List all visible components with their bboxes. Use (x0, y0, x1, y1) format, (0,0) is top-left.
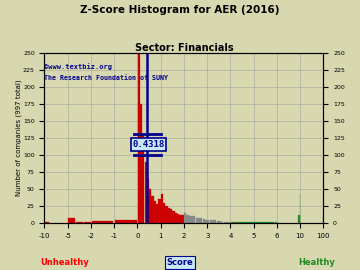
Bar (182, 215, 184, 223)
Bar (175, 213, 177, 223)
Bar (226, 222, 228, 223)
Bar (256, 222, 258, 223)
Bar (149, 189, 151, 223)
Bar (115, 220, 136, 223)
Bar (240, 222, 242, 223)
Bar (242, 222, 244, 223)
Bar (191, 216, 193, 223)
Bar (156, 204, 158, 223)
Bar (261, 222, 263, 223)
Bar (207, 220, 210, 223)
Title: Sector: Financials: Sector: Financials (135, 43, 233, 53)
Bar (92, 221, 113, 223)
Bar (76, 222, 83, 223)
Bar (179, 215, 181, 223)
Bar (168, 208, 170, 223)
Text: The Research Foundation of SUNY: The Research Foundation of SUNY (45, 75, 168, 80)
Bar (166, 206, 168, 223)
Bar (154, 201, 156, 223)
Bar (147, 179, 149, 223)
Bar (84, 222, 91, 223)
Bar (144, 162, 147, 223)
Bar (186, 215, 189, 223)
Bar (158, 199, 161, 223)
Bar (258, 222, 261, 223)
Bar (140, 104, 142, 223)
Bar (270, 222, 272, 223)
Text: Unhealthy: Unhealthy (40, 258, 89, 266)
Bar (163, 202, 165, 223)
Bar (230, 222, 233, 223)
Bar (198, 218, 200, 223)
Bar (142, 134, 144, 223)
Bar (251, 222, 253, 223)
Y-axis label: Number of companies (997 total): Number of companies (997 total) (15, 80, 22, 196)
Bar (263, 222, 265, 223)
Bar (170, 210, 172, 223)
Bar (45, 222, 49, 223)
Bar (224, 222, 226, 223)
Bar (184, 213, 186, 223)
Bar (228, 222, 230, 223)
Bar (275, 222, 277, 223)
Bar (273, 222, 274, 223)
Bar (212, 220, 214, 223)
Bar (249, 222, 251, 223)
Text: Z-Score Histogram for AER (2016): Z-Score Histogram for AER (2016) (80, 5, 280, 15)
Bar (68, 218, 75, 223)
Bar (238, 222, 240, 223)
Bar (189, 215, 191, 223)
Bar (200, 218, 202, 223)
Bar (152, 196, 154, 223)
Bar (177, 214, 179, 223)
Bar (235, 222, 237, 223)
Bar (268, 222, 270, 223)
Bar (203, 219, 205, 223)
Text: Healthy: Healthy (298, 258, 335, 266)
Bar (254, 222, 256, 223)
Bar (244, 222, 247, 223)
Text: 0.4318: 0.4318 (132, 140, 165, 149)
Bar (193, 216, 195, 223)
Bar (214, 220, 216, 223)
Bar (172, 211, 175, 223)
Bar (217, 221, 219, 223)
Bar (219, 221, 221, 223)
Bar (205, 220, 207, 223)
Bar (221, 222, 223, 223)
Bar (265, 222, 267, 223)
Bar (298, 215, 300, 223)
Bar (247, 222, 249, 223)
Bar (138, 54, 140, 223)
Bar (210, 220, 212, 223)
Bar (161, 194, 163, 223)
Bar (233, 222, 235, 223)
Text: Score: Score (167, 258, 193, 266)
Bar (195, 218, 198, 223)
Bar (277, 222, 278, 223)
Text: ©www.textbiz.org: ©www.textbiz.org (45, 63, 112, 70)
